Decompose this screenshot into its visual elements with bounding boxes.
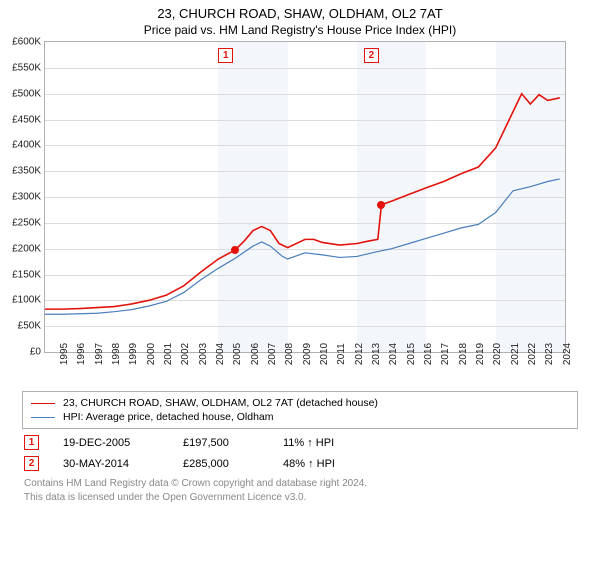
event-marker-box: 1 bbox=[218, 48, 233, 63]
series-subject bbox=[45, 94, 560, 309]
legend-swatch bbox=[31, 417, 55, 418]
legend-box: 23, CHURCH ROAD, SHAW, OLDHAM, OL2 7AT (… bbox=[22, 391, 578, 429]
transaction-pct: 48% ↑ HPI bbox=[283, 458, 413, 470]
legend-item: 23, CHURCH ROAD, SHAW, OLDHAM, OL2 7AT (… bbox=[31, 396, 569, 410]
chart-subtitle: Price paid vs. HM Land Registry's House … bbox=[0, 23, 600, 37]
y-axis-label: £50K bbox=[18, 321, 41, 332]
footer-text: Contains HM Land Registry data © Crown c… bbox=[22, 477, 578, 504]
y-axis-label: £600K bbox=[12, 37, 41, 48]
y-axis-label: £200K bbox=[12, 243, 41, 254]
y-axis-label: £0 bbox=[30, 347, 41, 358]
y-axis-label: £450K bbox=[12, 114, 41, 125]
chart-container: £0£50K£100K£150K£200K£250K£300K£350K£400… bbox=[44, 41, 600, 353]
y-axis-label: £350K bbox=[12, 166, 41, 177]
footer-line-1: Contains HM Land Registry data © Crown c… bbox=[24, 477, 578, 491]
event-marker-dot bbox=[231, 246, 239, 254]
chart-title: 23, CHURCH ROAD, SHAW, OLDHAM, OL2 7AT bbox=[0, 6, 600, 21]
event-marker-dot bbox=[377, 201, 385, 209]
legend-swatch bbox=[31, 403, 55, 404]
y-axis-label: £500K bbox=[12, 88, 41, 99]
y-axis-label: £150K bbox=[12, 269, 41, 280]
legend-label: 23, CHURCH ROAD, SHAW, OLDHAM, OL2 7AT (… bbox=[63, 397, 378, 409]
transaction-price: £285,000 bbox=[183, 458, 283, 470]
legend-item: HPI: Average price, detached house, Oldh… bbox=[31, 410, 569, 424]
transaction-marker: 2 bbox=[24, 456, 39, 471]
transaction-row: 1 19-DEC-2005£197,50011% ↑ HPI bbox=[22, 435, 578, 450]
transaction-pct: 11% ↑ HPI bbox=[283, 437, 413, 449]
event-marker-box: 2 bbox=[364, 48, 379, 63]
plot-area: £0£50K£100K£150K£200K£250K£300K£350K£400… bbox=[44, 41, 566, 353]
y-axis-label: £400K bbox=[12, 140, 41, 151]
footer-line-2: This data is licensed under the Open Gov… bbox=[24, 491, 578, 505]
series-hpi bbox=[45, 179, 560, 314]
transaction-date: 30-MAY-2014 bbox=[63, 458, 183, 470]
legend-label: HPI: Average price, detached house, Oldh… bbox=[63, 411, 274, 423]
y-axis-label: £100K bbox=[12, 295, 41, 306]
transaction-date: 19-DEC-2005 bbox=[63, 437, 183, 449]
y-axis-label: £550K bbox=[12, 62, 41, 73]
line-layer bbox=[45, 42, 565, 352]
y-axis-label: £250K bbox=[12, 217, 41, 228]
transaction-marker: 1 bbox=[24, 435, 39, 450]
transaction-list: 1 19-DEC-2005£197,50011% ↑ HPI 2 30-MAY-201… bbox=[22, 435, 578, 471]
transaction-price: £197,500 bbox=[183, 437, 283, 449]
transaction-row: 2 30-MAY-2014£285,00048% ↑ HPI bbox=[22, 456, 578, 471]
legend-and-footer: 23, CHURCH ROAD, SHAW, OLDHAM, OL2 7AT (… bbox=[22, 391, 578, 504]
y-axis-label: £300K bbox=[12, 192, 41, 203]
